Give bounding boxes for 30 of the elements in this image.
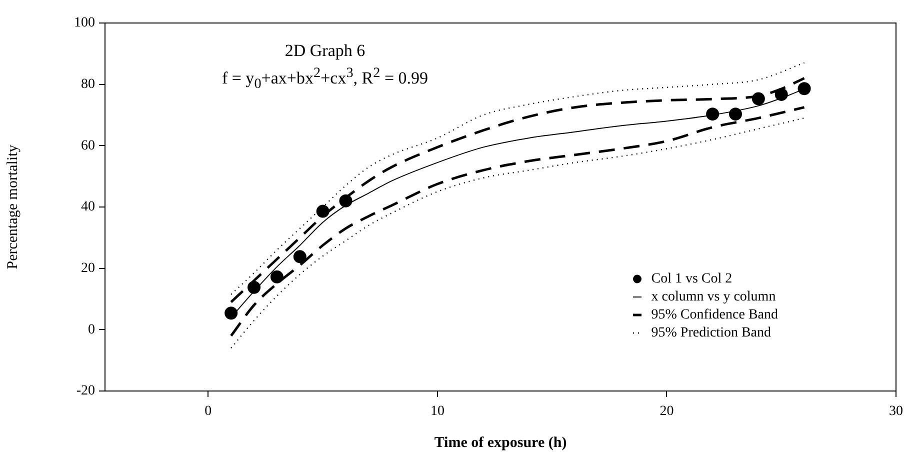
y-tick-label: 20 (81, 261, 95, 276)
point (706, 108, 720, 121)
point (224, 306, 238, 320)
point (339, 194, 352, 208)
point (316, 204, 330, 218)
point (293, 250, 306, 264)
legend-label: Col 1 vs Col 2 (651, 272, 732, 287)
y-tick-label: 60 (81, 138, 95, 154)
point (798, 82, 811, 96)
point (248, 280, 261, 294)
point (752, 92, 765, 106)
y-tick-label: 100 (74, 16, 95, 31)
text: 2D Graph 6 (284, 40, 366, 62)
x-axis-title: Time of exposure (h) (434, 434, 567, 451)
x-tick-label: 20 (660, 404, 674, 420)
text: f = y$_{0}$+ax+bx$^{2}$+cx$^{3}$, R$^{2}$ = 0.99 (222, 65, 428, 92)
legend-label: 95% Confidence Band (651, 308, 778, 323)
y-tick-label: 0 (88, 322, 95, 338)
legend-label: 95% Prediction Band (651, 326, 772, 341)
x-tick-label: 10 (430, 404, 444, 420)
y-tick-label: 40 (81, 200, 95, 215)
point (270, 270, 284, 284)
y-tick-label: -20 (76, 384, 95, 399)
x-tick-label: 30 (889, 404, 903, 420)
legend-label: x column vs y column (651, 290, 776, 305)
y-tick-label: 80 (81, 77, 95, 92)
point (774, 88, 788, 101)
x-tick-label: 0 (204, 404, 212, 420)
y-axis-title: Percentage mortality (4, 144, 21, 270)
point (729, 108, 742, 121)
